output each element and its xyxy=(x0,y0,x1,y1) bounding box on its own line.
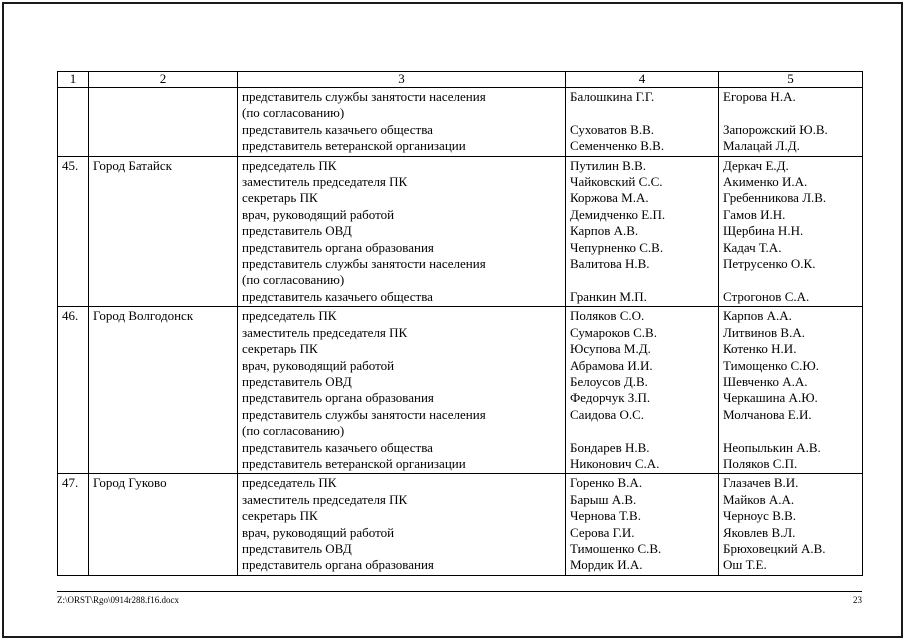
column-header-4: 4 xyxy=(565,71,719,88)
column-header-2: 2 xyxy=(88,71,238,88)
city-cell: Город Гуково xyxy=(88,473,238,576)
column-header-3: 3 xyxy=(237,71,566,88)
names-primary-cell: Горенко В.А. Барыш А.В. Чернова Т.В. Сер… xyxy=(565,473,719,576)
city-cell xyxy=(88,87,238,157)
positions-cell: председатель ПК заместитель председателя… xyxy=(237,473,566,576)
table-row: 46. Город Волгодонск председатель ПК зам… xyxy=(57,306,863,475)
page-footer: Z:\ORST\Rgo\0914r288.f16.docx 23 xyxy=(57,591,862,606)
names-secondary-cell: Деркач Е.Д. Акименко И.А. Гребенникова Л… xyxy=(718,155,863,308)
names-secondary-cell: Глазачев В.И. Майков А.А. Черноус В.В. Я… xyxy=(718,473,863,576)
positions-cell: председатель ПК заместитель председателя… xyxy=(237,155,566,308)
row-number-cell: 45. xyxy=(57,155,89,308)
row-number-cell xyxy=(57,87,89,157)
names-secondary-cell: Карпов А.А. Литвинов В.А. Котенко Н.И. Т… xyxy=(718,306,863,475)
names-secondary-cell: Егорова Н.А. Запорожский Ю.В. Малацай Л.… xyxy=(718,87,863,157)
city-cell: Город Батайск xyxy=(88,155,238,308)
table-row: 45. Город Батайск председатель ПК замест… xyxy=(57,155,863,308)
column-header-5: 5 xyxy=(718,71,863,88)
footer-page-number: 23 xyxy=(853,595,862,605)
table-row: 47. Город Гуково председатель ПК замести… xyxy=(57,473,863,576)
names-primary-cell: Поляков С.О. Сумароков С.В. Юсупова М.Д.… xyxy=(565,306,719,475)
table-header-row: 1 2 3 4 5 xyxy=(57,71,863,88)
table-row: представитель службы занятости населения… xyxy=(57,87,863,157)
city-cell: Город Волгодонск xyxy=(88,306,238,475)
names-primary-cell: Балошкина Г.Г. Суховатов В.В. Семенченко… xyxy=(565,87,719,157)
row-number-cell: 46. xyxy=(57,306,89,475)
row-number-cell: 47. xyxy=(57,473,89,576)
positions-cell: председатель ПК заместитель председателя… xyxy=(237,306,566,475)
names-primary-cell: Путилин В.В. Чайковский С.С. Коржова М.А… xyxy=(565,155,719,308)
column-header-1: 1 xyxy=(57,71,89,88)
commission-roster-table: 1 2 3 4 5 представитель службы занятости… xyxy=(57,71,863,576)
positions-cell: представитель службы занятости населения… xyxy=(237,87,566,157)
footer-file-path: Z:\ORST\Rgo\0914r288.f16.docx xyxy=(57,595,179,605)
